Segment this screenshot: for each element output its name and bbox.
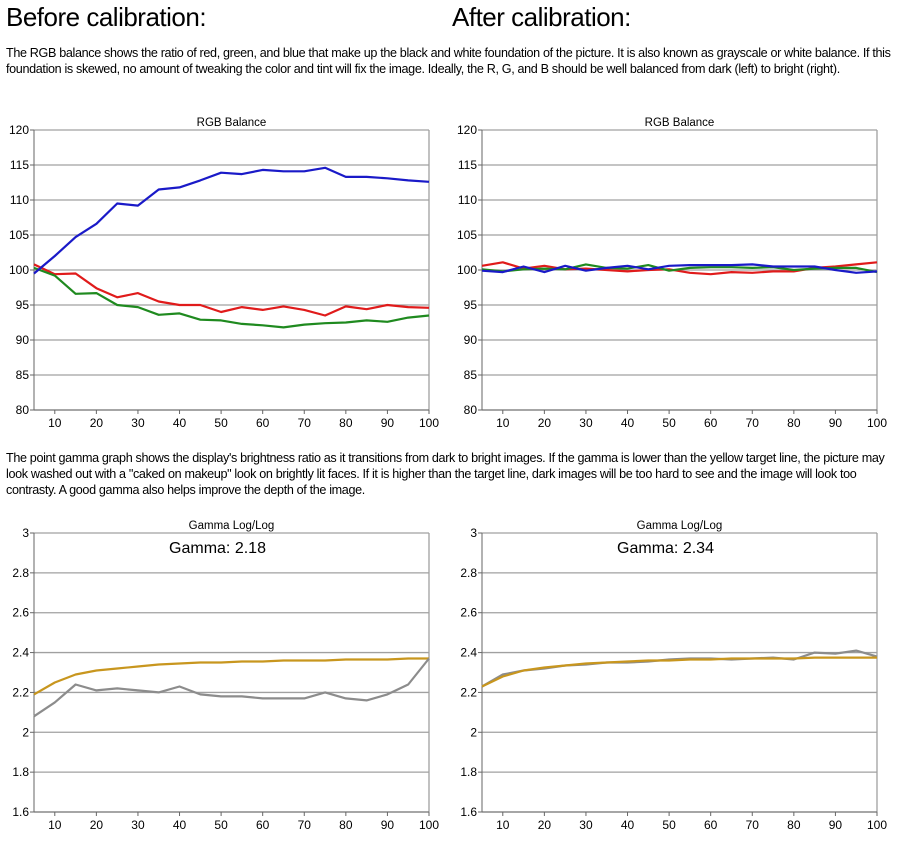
series-line-target [33,657,429,696]
gamma-description: The point gamma graph shows the display'… [6,451,885,497]
series-line-blue [481,263,878,274]
series-line-measured [33,657,430,718]
x-tick-label: 40 [621,818,635,832]
y-tick-label: 2.6 [12,606,29,620]
y-tick-label: 2 [470,725,477,739]
y-tick-label: 100 [9,263,29,277]
y-tick-label: 2 [22,725,29,739]
x-tick-label: 80 [339,818,353,832]
heading-after: After calibration: [452,2,631,32]
x-tick-label: 90 [829,416,843,430]
y-tick-label: 2.2 [460,685,477,699]
x-tick-label: 70 [298,818,312,832]
y-tick-label: 85 [464,368,478,382]
x-tick-label: 70 [298,416,312,430]
y-tick-label: 95 [16,298,30,312]
x-tick-label: 90 [381,818,395,832]
x-tick-label: 80 [787,818,801,832]
y-tick-label: 110 [10,193,29,207]
y-tick-label: 80 [464,403,478,417]
y-tick-label: 85 [16,368,30,382]
y-tick-label: 1.6 [12,805,29,819]
rgb-description: The RGB balance shows the ratio of red, … [6,46,891,76]
x-tick-label: 90 [381,416,395,430]
x-tick-label: 60 [704,416,718,430]
gamma-before-chart: 1.6 1.8 2 2.2 2.4 2.6 2.8 3 10 20 30 40 50 60 70 80 90 10… [12,520,439,832]
series-line-blue [33,166,430,275]
y-tick-label: 110 [458,193,477,207]
y-tick-label: 3 [470,526,477,540]
y-tick-label: 120 [9,123,29,137]
x-tick-label: 10 [48,818,62,832]
y-tick-label: 3 [22,526,29,540]
series-line-green [33,266,430,329]
x-tick-label: 80 [787,416,801,430]
x-tick-label: 20 [90,416,104,430]
chart-title: Gamma Log/Log [637,520,723,532]
x-tick-label: 100 [419,416,439,430]
x-tick-label: 80 [339,416,353,430]
y-tick-label: 2.8 [12,566,29,580]
x-tick-label: 30 [131,416,145,430]
x-tick-label: 60 [704,818,718,832]
rgb-before-chart: 80 85 90 95 100 105 110 115 120 10 20 30 40 50 60 70 80 9… [9,117,439,430]
x-tick-label: 50 [662,818,676,832]
chart-title: RGB Balance [645,117,715,129]
x-tick-label: 10 [496,416,510,430]
x-tick-label: 70 [746,818,760,832]
x-tick-label: 100 [867,818,887,832]
x-tick-label: 40 [173,416,187,430]
x-tick-label: 30 [579,416,593,430]
y-tick-label: 105 [457,228,477,242]
y-tick-label: 115 [10,158,29,172]
x-tick-label: 100 [419,818,439,832]
series-line-red [33,263,430,317]
x-tick-label: 20 [538,818,552,832]
y-tick-label: 2.8 [460,566,477,580]
y-tick-label: 1.6 [460,805,477,819]
x-tick-label: 10 [48,416,62,430]
y-tick-label: 2.4 [12,646,29,660]
gamma-value-annotation: Gamma: 2.18 [169,540,266,557]
rgb-after-chart: 80 85 90 95 100 105 110 115 120 10 20 30 40 50 60 70 80 9… [457,117,887,430]
x-tick-label: 100 [867,416,887,430]
x-tick-label: 60 [256,818,270,832]
x-tick-label: 60 [256,416,270,430]
y-tick-label: 115 [458,158,477,172]
y-tick-label: 90 [464,333,478,347]
y-tick-label: 90 [16,333,30,347]
x-tick-label: 40 [173,818,187,832]
y-tick-label: 1.8 [460,765,477,779]
chart-title: RGB Balance [197,117,267,129]
x-tick-label: 90 [829,818,843,832]
gamma-value-annotation: Gamma: 2.34 [617,540,714,557]
y-tick-label: 1.8 [12,765,29,779]
x-tick-label: 30 [131,818,145,832]
x-tick-label: 30 [579,818,593,832]
series-line-green [481,263,878,274]
y-tick-label: 2.6 [460,606,477,620]
y-tick-label: 2.4 [460,646,477,660]
y-tick-label: 100 [457,263,477,277]
chart-title: Gamma Log/Log [189,520,275,532]
x-tick-label: 70 [746,416,760,430]
x-tick-label: 50 [214,818,228,832]
x-tick-label: 10 [496,818,510,832]
y-tick-label: 105 [9,228,29,242]
gamma-after-chart: 1.6 1.8 2 2.2 2.4 2.6 2.8 3 10 20 30 40 50 60 70 80 90 10… [460,520,887,832]
x-tick-label: 20 [538,416,552,430]
heading-before: Before calibration: [6,2,207,32]
series-line-target [481,656,877,688]
x-tick-label: 50 [214,416,228,430]
y-tick-label: 2.2 [12,685,29,699]
x-tick-label: 50 [662,416,676,430]
y-tick-label: 80 [16,403,30,417]
y-tick-label: 95 [464,298,478,312]
x-tick-label: 20 [90,818,104,832]
x-tick-label: 40 [621,416,635,430]
y-tick-label: 120 [457,123,477,137]
